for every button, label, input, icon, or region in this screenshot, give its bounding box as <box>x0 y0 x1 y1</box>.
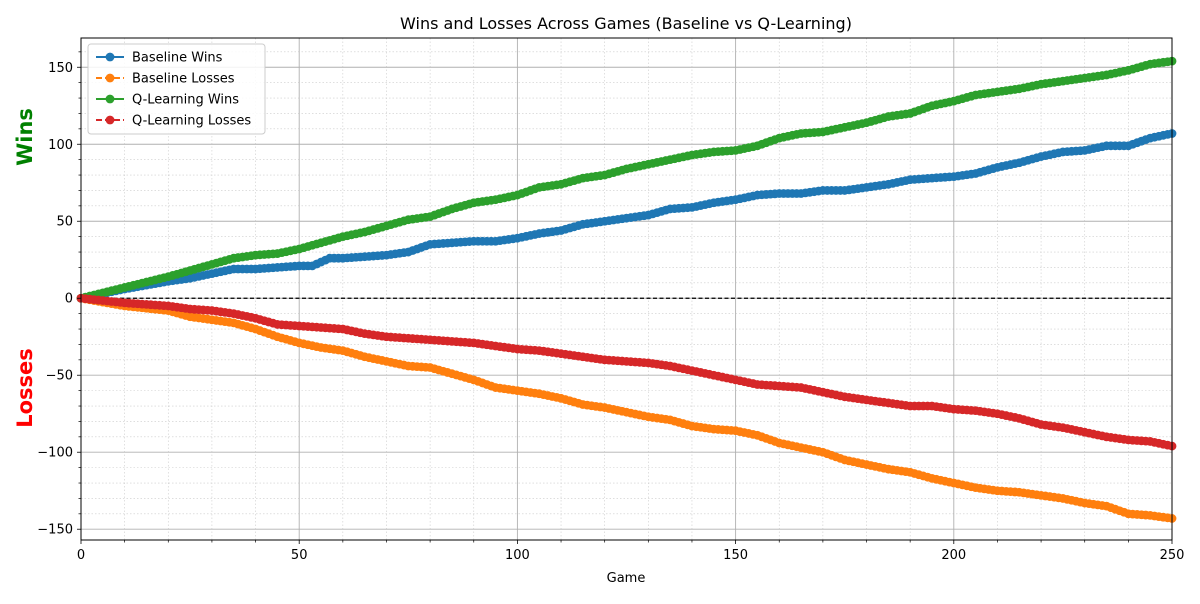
x-tick-label: 200 <box>941 548 966 563</box>
y-axis-ticks: −150 −100 −50 0 50 100 150 <box>37 61 81 538</box>
y-tick-label: 0 <box>65 292 73 307</box>
y-tick-label: 50 <box>56 215 73 230</box>
legend-marker <box>105 73 115 83</box>
x-axis-label: Game <box>607 571 646 586</box>
legend-label: Q-Learning Wins <box>132 93 239 108</box>
series-baseline-wins <box>76 129 1177 303</box>
y-tick-label: −100 <box>37 446 73 461</box>
series-q-learning-wins <box>76 56 1177 303</box>
legend: Baseline Wins Baseline Losses Q-Learning W… <box>87 43 266 135</box>
legend-box <box>87 43 266 135</box>
x-tick-label: 50 <box>291 548 308 563</box>
series-layer <box>76 56 1177 523</box>
y-tick-label: −50 <box>46 369 73 384</box>
x-tick-label: 100 <box>505 548 530 563</box>
plot-frame <box>80 37 1173 541</box>
x-tick-label: 250 <box>1160 548 1185 563</box>
legend-marker <box>105 94 115 104</box>
y-axis-label-wins: Wins <box>13 108 37 166</box>
legend-marker <box>105 52 115 62</box>
chart-title: Wins and Losses Across Games (Baseline v… <box>400 14 852 33</box>
legend-label: Baseline Wins <box>132 51 223 66</box>
x-tick-label: 0 <box>77 548 85 563</box>
y-tick-label: 150 <box>48 61 73 76</box>
legend-item-q-learning-losses: Q-Learning Losses <box>96 114 251 129</box>
legend-item-baseline-wins: Baseline Wins <box>96 51 223 66</box>
series-q-learning-losses <box>76 293 1177 451</box>
legend-label: Baseline Losses <box>132 72 235 87</box>
legend-marker <box>105 115 115 125</box>
legend-item-q-learning-wins: Q-Learning Wins <box>96 93 239 108</box>
y-axis-label-losses: Losses <box>13 348 37 428</box>
x-axis-ticks: 0 50 100 150 200 250 <box>77 540 1185 563</box>
legend-label: Q-Learning Losses <box>132 114 251 129</box>
legend-item-baseline-losses: Baseline Losses <box>96 72 235 87</box>
x-tick-label: 150 <box>723 548 748 563</box>
y-tick-label: 100 <box>48 138 73 153</box>
y-tick-label: −150 <box>37 523 73 538</box>
